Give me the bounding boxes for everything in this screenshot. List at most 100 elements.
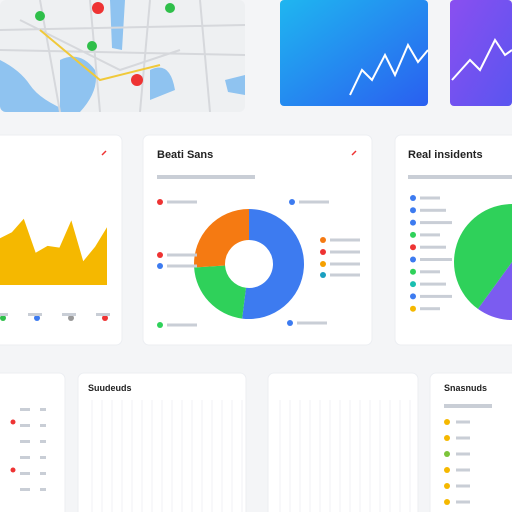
subtitle (444, 404, 492, 408)
subtitle (408, 175, 512, 179)
legend-label (456, 420, 470, 424)
legend-label (167, 200, 197, 204)
legend-label (420, 245, 446, 249)
water (0, 0, 245, 112)
card (0, 134, 123, 346)
legend-label (330, 238, 360, 242)
legend-dot (320, 249, 326, 255)
legend-dot (444, 451, 450, 457)
row-value (40, 440, 46, 443)
blue-card (280, 0, 428, 106)
row-label (20, 424, 30, 427)
legend-dot (320, 261, 326, 267)
legend-dot (444, 419, 450, 425)
card (429, 372, 512, 512)
legend-label (420, 208, 446, 212)
donut-slice[interactable] (194, 209, 249, 268)
legend-dot (68, 315, 74, 321)
legend-dot (410, 305, 416, 312)
legend-dot (410, 244, 416, 251)
card-title: Snasnuds (444, 383, 487, 393)
legend-label (297, 321, 327, 325)
row-dot (10, 419, 16, 425)
legend-label (0, 313, 8, 316)
legend-label (330, 262, 360, 266)
legend-dot (102, 315, 108, 321)
icon[interactable] (351, 150, 357, 156)
legend-label (330, 250, 360, 254)
legend-label (167, 323, 197, 327)
legend-dot (410, 219, 416, 226)
pie-slice[interactable] (453, 204, 512, 309)
roads (0, 0, 245, 112)
area (0, 218, 107, 285)
row-label (20, 408, 30, 411)
decor-line (349, 42, 429, 96)
legend-label (420, 258, 452, 261)
legend-dot (320, 237, 326, 243)
legend-label (62, 313, 76, 316)
card-title: Suudeuds (88, 383, 132, 393)
legend-label (28, 313, 42, 316)
pie-slice[interactable] (477, 262, 512, 321)
map (0, 0, 245, 112)
legend-dot (0, 315, 6, 321)
legend-label (456, 500, 470, 504)
legend-label (420, 294, 452, 298)
purple-card (450, 0, 512, 106)
legend-dot (444, 435, 450, 441)
row-label (20, 456, 30, 459)
row-value (40, 472, 46, 475)
legend-label (456, 436, 470, 440)
legend-dot (157, 252, 163, 258)
legend-dot (410, 207, 416, 214)
legend-label (420, 233, 440, 237)
legend-dot (157, 263, 163, 269)
legend-label (420, 221, 452, 225)
legend-label (420, 307, 440, 311)
legend-dot (410, 195, 416, 201)
legend-label (456, 452, 470, 456)
row-value (40, 456, 46, 459)
legend-label (167, 253, 197, 257)
card-title: Real insidents (408, 149, 483, 161)
legend-label (96, 313, 110, 316)
pin[interactable] (87, 41, 97, 51)
card (0, 372, 66, 512)
legend-dot (444, 499, 450, 505)
pin[interactable] (92, 2, 104, 14)
row-label (20, 440, 30, 443)
icon[interactable] (101, 150, 107, 156)
route (39, 29, 161, 82)
legend-label (456, 484, 470, 488)
legend-dot (34, 315, 40, 321)
legend-label (299, 200, 329, 204)
pin[interactable] (131, 74, 143, 86)
legend-dot (287, 320, 293, 326)
donut-slice[interactable] (242, 209, 304, 320)
donut-slice[interactable] (194, 265, 246, 319)
row-label (20, 488, 30, 491)
legend-label (330, 273, 360, 277)
legend-label (420, 282, 446, 286)
subtitle (157, 175, 255, 179)
legend-dot (410, 293, 416, 300)
legend-dot (157, 322, 163, 328)
legend-dot (410, 281, 416, 288)
row-label (20, 472, 30, 475)
legend-dot (410, 256, 416, 263)
decor-line (451, 38, 512, 81)
legend-dot (410, 231, 416, 238)
row-dot (10, 467, 16, 473)
legend-dot (157, 199, 163, 205)
legend-dot (444, 483, 450, 489)
pin[interactable] (35, 11, 45, 21)
legend-label (420, 196, 440, 200)
pin[interactable] (165, 3, 175, 13)
legend-dot (410, 268, 416, 275)
card-title: Beati Sans (157, 149, 213, 161)
legend-dot (444, 467, 450, 473)
row-value (40, 424, 46, 427)
